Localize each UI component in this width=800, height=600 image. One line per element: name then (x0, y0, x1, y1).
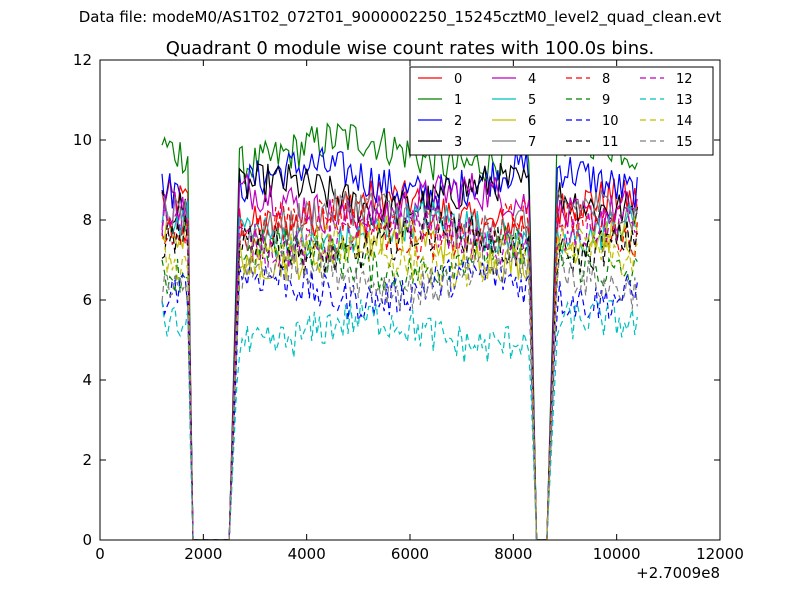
legend-label-4: 4 (528, 72, 536, 87)
x-tick-label-12000: 12000 (696, 545, 744, 563)
series-line-6 (161, 214, 638, 540)
legend-label-10: 10 (602, 114, 619, 129)
chart-title: Quadrant 0 module wise count rates with … (166, 38, 655, 59)
figure-suptitle: Data file: modeM0/AS1T02_072T01_90000022… (78, 8, 722, 26)
y-tick-label-2: 2 (82, 451, 92, 469)
y-tick-label-12: 12 (73, 51, 92, 69)
series-line-3 (161, 163, 638, 540)
legend-label-11: 11 (602, 135, 619, 150)
legend-label-3: 3 (454, 135, 462, 150)
x-tick-label-6000: 6000 (391, 545, 429, 563)
legend-label-8: 8 (602, 72, 610, 87)
legend-label-0: 0 (454, 72, 462, 87)
legend-label-7: 7 (528, 135, 536, 150)
y-tick-label-0: 0 (82, 531, 92, 549)
y-tick-label-4: 4 (82, 371, 92, 389)
legend-label-2: 2 (454, 114, 462, 129)
series-line-14 (161, 222, 638, 540)
y-tick-label-10: 10 (73, 131, 92, 149)
series-line-12 (161, 204, 638, 540)
legend-box (409, 66, 714, 156)
y-tick-label-8: 8 (82, 211, 92, 229)
series-line-1 (161, 118, 638, 540)
x-tick-label-0: 0 (95, 545, 105, 563)
legend-label-6: 6 (528, 114, 536, 129)
series-line-8 (161, 198, 638, 540)
x-tick-label-4000: 4000 (288, 545, 326, 563)
legend-label-14: 14 (676, 114, 693, 129)
legend-label-1: 1 (454, 93, 462, 108)
x-tick-label-8000: 8000 (494, 545, 532, 563)
legend-label-5: 5 (528, 93, 536, 108)
legend-label-9: 9 (602, 93, 610, 108)
legend-label-15: 15 (676, 135, 693, 150)
series-line-13 (161, 299, 638, 540)
y-tick-label-6: 6 (82, 291, 92, 309)
x-tick-label-2000: 2000 (184, 545, 222, 563)
legend-label-12: 12 (676, 72, 693, 87)
series-line-15 (161, 242, 638, 540)
x-tick-label-10000: 10000 (593, 545, 641, 563)
legend-label-13: 13 (676, 93, 693, 108)
x-offset-label: +2.7009e8 (636, 564, 720, 582)
